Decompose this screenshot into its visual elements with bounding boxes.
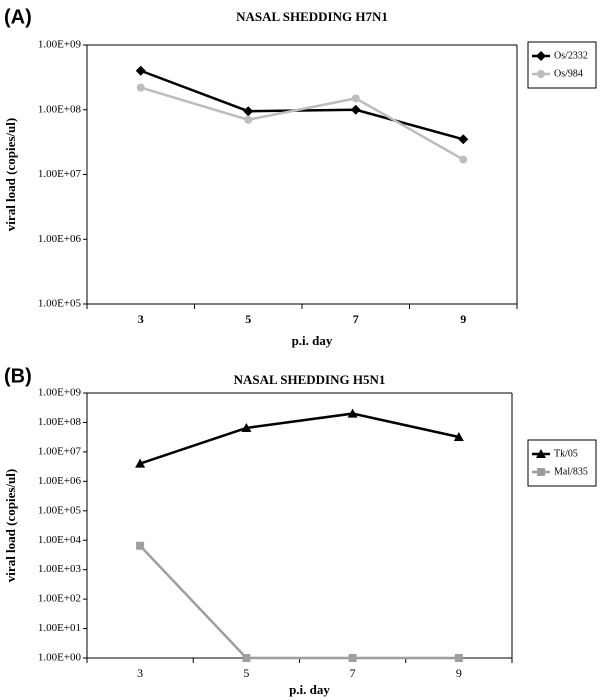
y-axis-label: viral load (copies/ul) [3,469,18,582]
x-tick-label: 3 [138,312,144,326]
data-point [459,155,468,164]
y-tick-label: 1.00E+05 [38,504,82,516]
legend-marker [536,449,546,458]
legend-marker [537,468,545,476]
y-tick-label: 1.00E+08 [38,416,82,428]
data-point [135,65,146,76]
data-point [135,458,146,468]
chart-title: NASAL SHEDDING H7N1 [236,9,388,24]
series-line-tk-05 [139,412,460,465]
x-tick-label: 7 [353,312,359,326]
legend-label: Tk/05 [554,448,578,459]
y-tick-label: 1.00E+09 [38,39,82,51]
y-tick-label: 1.00E+03 [38,563,82,575]
y-tick-label: 1.00E+08 [38,103,82,115]
legend-label: Os/984 [554,68,583,79]
series-line-mal-835 [139,544,459,660]
panel-label: (B) [4,365,32,387]
data-point [244,115,253,124]
panel-label: (A) [4,6,32,28]
data-point [350,104,361,115]
data-point [458,134,469,145]
x-tick-label: 7 [350,666,356,680]
x-tick-label: 3 [137,666,143,680]
legend-label: Mal/835 [554,466,588,477]
y-tick-label: 1.00E+07 [38,445,82,457]
y-tick-label: 1.00E+05 [38,298,82,310]
y-tick-label: 1.00E+00 [38,652,82,664]
x-tick-label: 9 [460,312,466,326]
chart-title: NASAL SHEDDING H5N1 [234,372,386,387]
data-point [454,654,463,662]
data-point [348,654,357,662]
legend-box [527,439,597,487]
legend-marker [536,51,546,61]
x-tick-label: 5 [243,666,249,680]
series-line-os-984 [140,86,464,161]
data-point [351,94,360,103]
y-axis-label: viral load (copies/ul) [3,118,18,231]
x-axis-label: p.i. day [292,333,333,348]
y-tick-label: 1.00E+07 [38,168,82,180]
data-point [241,422,252,432]
data-point [136,541,145,550]
y-tick-label: 1.00E+01 [38,622,81,634]
legend-label: Os/2332 [554,50,588,61]
y-tick-label: 1.00E+06 [38,233,82,245]
data-point [243,106,254,117]
data-point [453,432,464,442]
data-point [242,654,251,662]
legend-marker [537,70,545,78]
legend-box [527,41,597,89]
x-axis-label: p.i. day [289,682,330,697]
y-tick-label: 1.00E+02 [38,593,81,605]
x-tick-label: 9 [456,666,462,680]
data-point [136,83,145,92]
y-tick-label: 1.00E+06 [38,475,82,487]
y-tick-label: 1.00E+09 [38,387,82,399]
x-tick-label: 5 [245,312,251,326]
data-point [347,408,358,418]
series-line-os-2332 [140,69,464,141]
y-tick-label: 1.00E+04 [38,534,82,546]
